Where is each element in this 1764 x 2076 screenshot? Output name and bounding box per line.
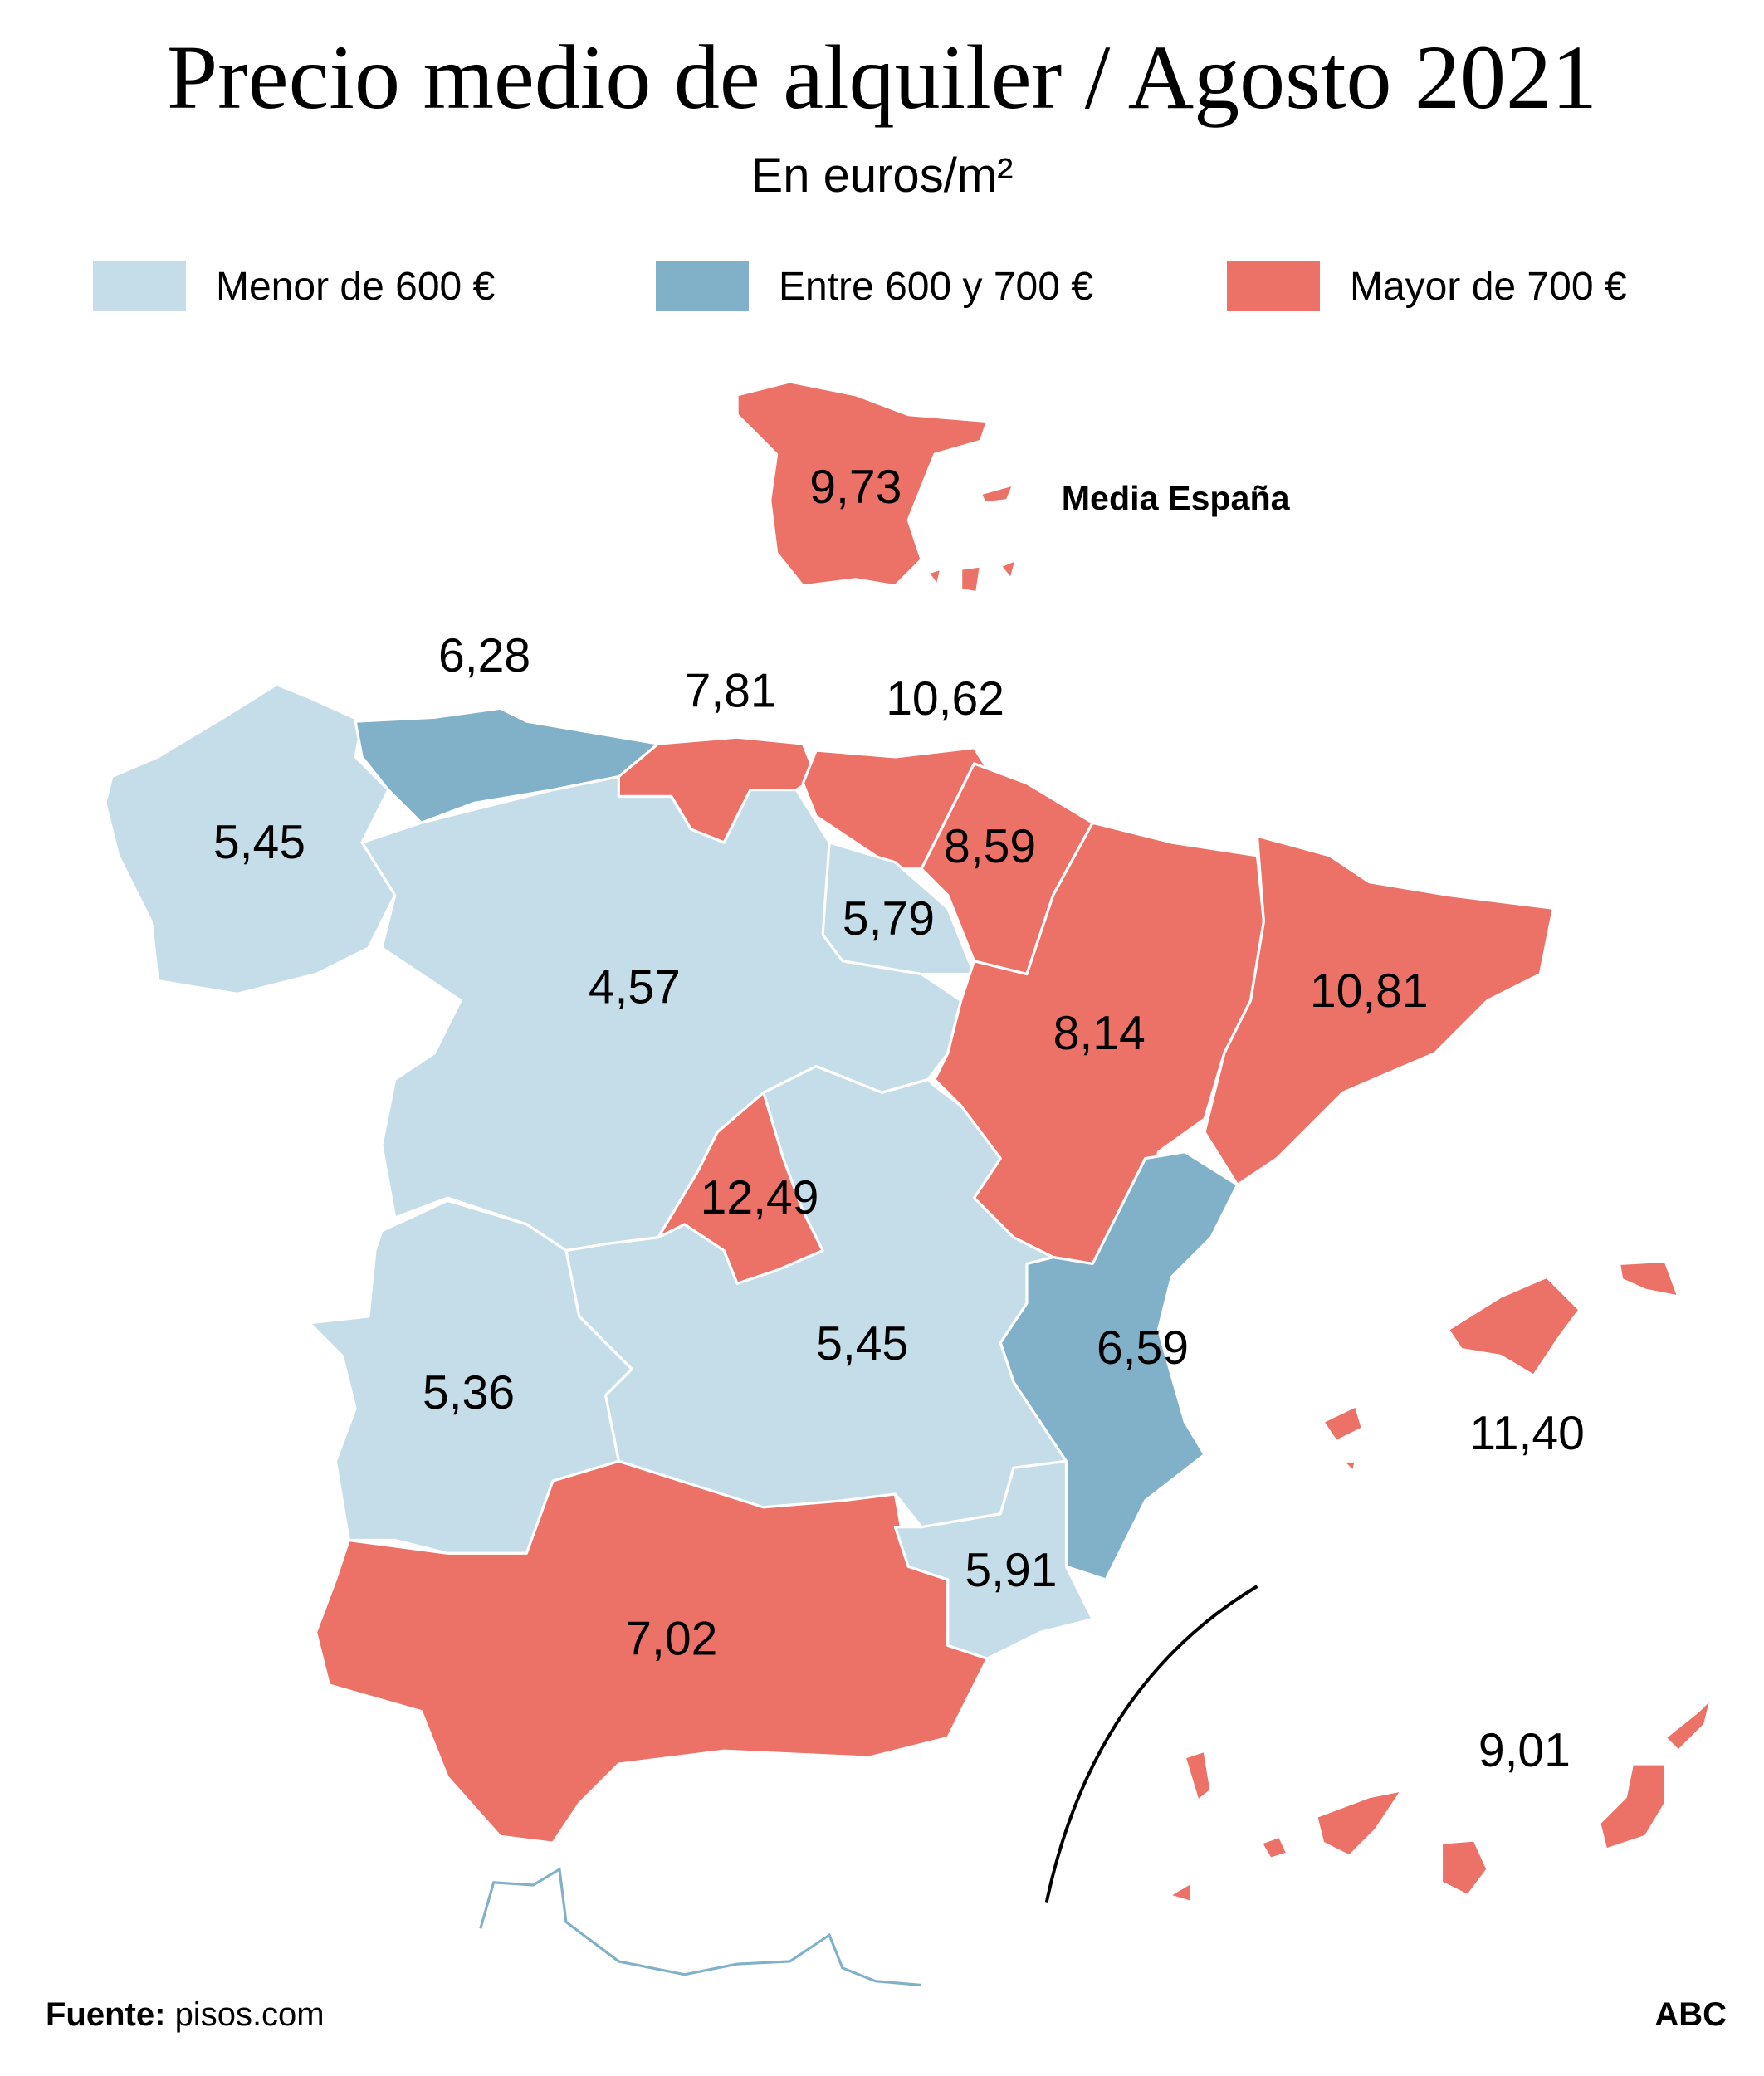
region-canarias (1167, 1697, 1713, 1904)
legend-label: Menor de 600 € (216, 264, 496, 309)
legend-swatch-mid (656, 261, 749, 311)
legend-swatch-high (1227, 261, 1320, 311)
credit-logo: ABC (1654, 1996, 1727, 2033)
value-cataluna: 10,81 (1310, 965, 1429, 1018)
value-navarra: 8,59 (944, 820, 1036, 873)
value-cantabria: 7,81 (685, 665, 777, 718)
mini-spain-map (735, 380, 1018, 594)
region-murcia (893, 1459, 1094, 1660)
value-murcia: 5,91 (965, 1544, 1057, 1597)
page-title: Precio medio de alquiler / Agosto 2021 (166, 27, 1598, 128)
value-comunidad-valenciana: 6,59 (1097, 1321, 1189, 1375)
value-asturias: 6,28 (438, 629, 530, 682)
value-galicia: 5,45 (213, 816, 305, 869)
national-value: 9,73 (809, 461, 902, 514)
source-label: Fuente: (46, 1996, 166, 2033)
legend-item-high: Mayor de 700 € (1227, 261, 1627, 311)
legend-swatch-low (93, 261, 186, 311)
morocco-coastline (479, 1867, 922, 1987)
subtitle: En euros/m² (750, 149, 1014, 203)
value-castilla-y-leon: 4,57 (589, 960, 681, 1014)
region-baleares (1322, 1259, 1680, 1473)
canarias-separator-arc (1044, 1585, 1258, 1903)
value-andalucia: 7,02 (625, 1612, 717, 1665)
value-la-rioja: 5,79 (843, 892, 935, 945)
region-cataluna (1203, 834, 1555, 1186)
value-aragon: 8,14 (1053, 1007, 1146, 1060)
legend-label: Entre 600 y 700 € (779, 264, 1093, 309)
value-madrid: 12,49 (701, 1171, 819, 1224)
source-note: Fuente: pisos.com (46, 1996, 325, 2034)
value-extremadura: 5,36 (423, 1366, 515, 1419)
value-pais-vasco: 10,62 (886, 672, 1004, 725)
region-andalucia (315, 1459, 989, 1844)
value-canarias: 9,01 (1478, 1724, 1571, 1777)
legend-item-mid: Entre 600 y 700 € (656, 261, 1093, 311)
region-madrid (657, 1091, 824, 1285)
value-baleares: 11,40 (1469, 1407, 1585, 1460)
source-name: pisos.com (174, 1996, 325, 2033)
value-castilla-la-mancha: 5,45 (816, 1317, 908, 1370)
legend-item-low: Menor de 600 € (93, 261, 495, 311)
legend-label: Mayor de 700 € (1350, 264, 1627, 309)
national-label: Media España (1062, 479, 1291, 517)
